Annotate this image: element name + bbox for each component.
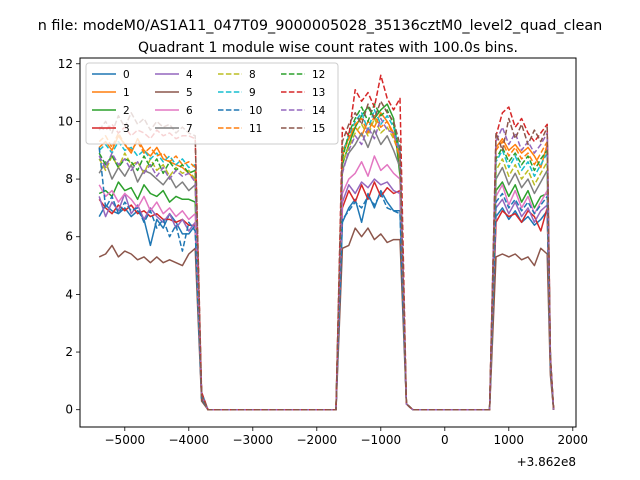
y-tick-label: 8 xyxy=(65,172,73,186)
legend-label-6: 6 xyxy=(186,105,193,117)
x-tick-label: −3000 xyxy=(233,433,274,447)
x-tick-label: 1000 xyxy=(494,433,525,447)
y-tick-label: 6 xyxy=(65,230,73,244)
x-tick-label: −2000 xyxy=(297,433,338,447)
y-axis: 0 2 4 6 8 10 12 xyxy=(58,57,80,417)
figure-suptitle: n file: modeM0/AS1A11_047T09_9000005028_… xyxy=(38,18,603,34)
legend-box xyxy=(85,62,339,145)
legend-label-12: 12 xyxy=(312,69,325,81)
legend-label-7: 7 xyxy=(186,123,193,135)
x-tick-label: −5000 xyxy=(105,433,146,447)
y-tick-label: 10 xyxy=(58,114,73,128)
legend-label-5: 5 xyxy=(186,87,193,99)
y-tick-label: 12 xyxy=(58,57,73,71)
legend-label-3: 3 xyxy=(123,123,130,135)
x-tick-label: 0 xyxy=(441,433,449,447)
legend-label-15: 15 xyxy=(312,123,325,135)
axes-frame xyxy=(79,57,577,428)
chart-title: Quadrant 1 module wise count rates with … xyxy=(138,40,518,56)
x-tick-label: −1000 xyxy=(361,433,402,447)
legend-label-4: 4 xyxy=(186,69,193,81)
y-tick-label: 4 xyxy=(65,287,73,301)
legend-label-9: 9 xyxy=(249,87,256,99)
legend-label-14: 14 xyxy=(312,105,326,117)
y-tick-label: 2 xyxy=(65,345,73,359)
x-tick-label: −4000 xyxy=(169,433,210,447)
x-axis: −5000 −4000 −3000 −2000 −1000 0 1000 2000 xyxy=(105,427,589,447)
legend-label-0: 0 xyxy=(123,69,130,81)
legend-label-1: 1 xyxy=(123,87,130,99)
legend-label-2: 2 xyxy=(123,105,130,117)
legend-label-10: 10 xyxy=(249,105,262,117)
legend-label-11: 11 xyxy=(249,123,262,135)
y-tick-label: 0 xyxy=(65,403,73,417)
x-tick-label: 2000 xyxy=(558,433,589,447)
legend-label-8: 8 xyxy=(249,69,256,81)
x-offset-text: +3.862e8 xyxy=(517,455,576,469)
legend-label-13: 13 xyxy=(312,87,325,99)
